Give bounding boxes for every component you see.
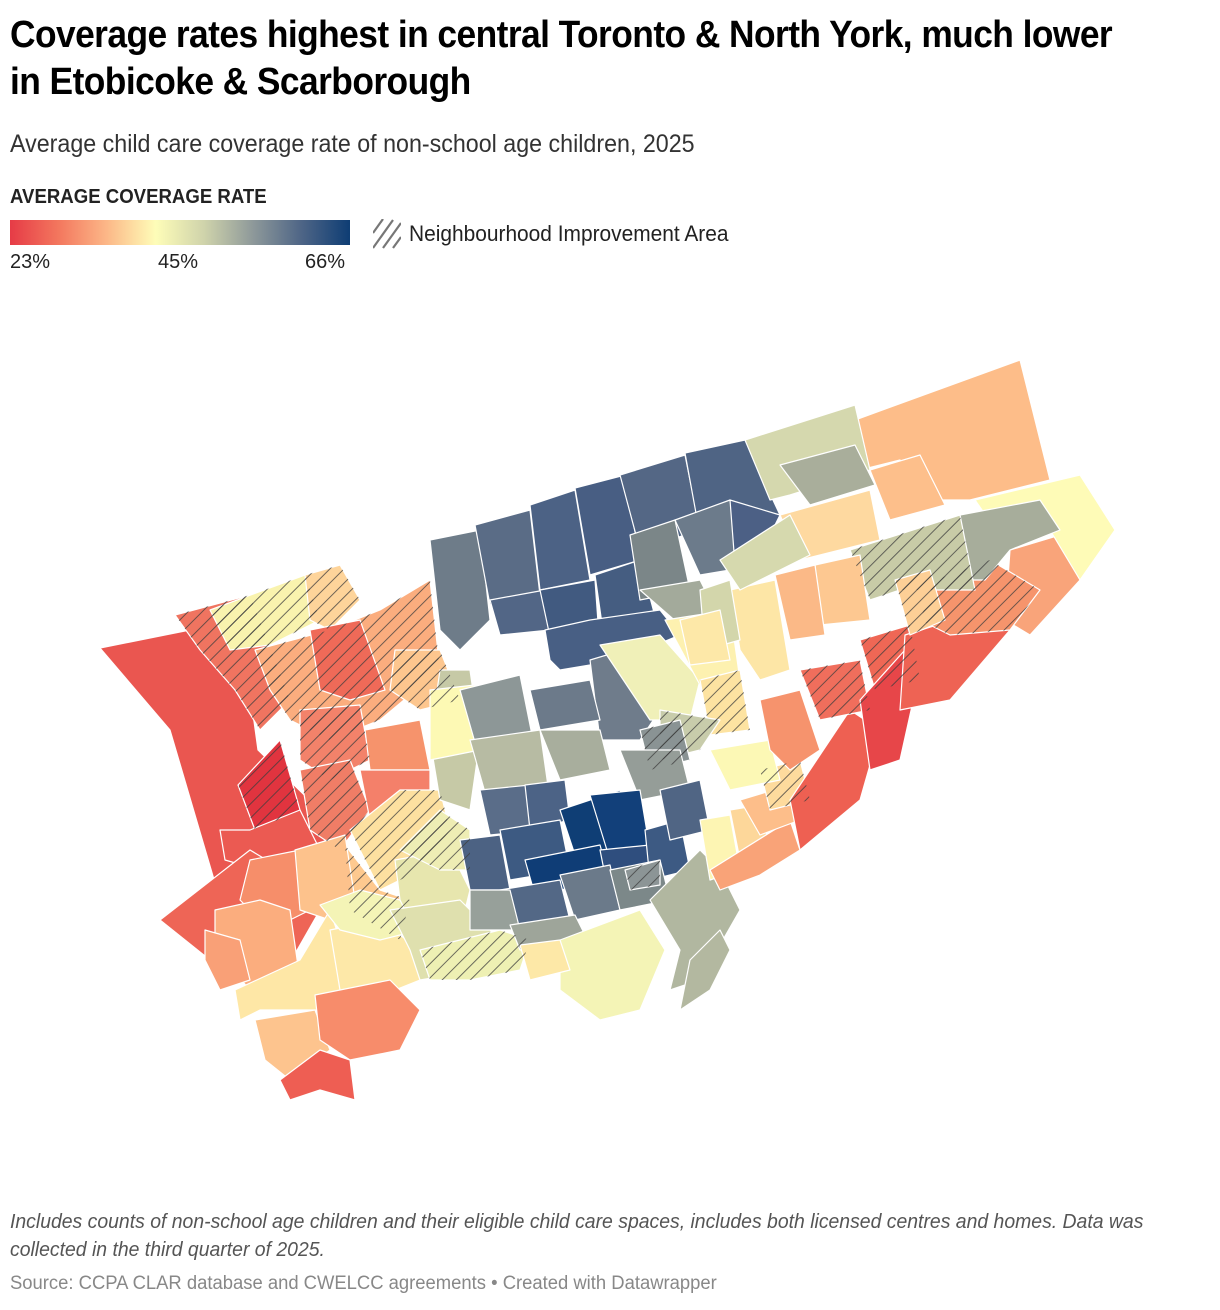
nia-hatch xyxy=(300,705,370,780)
nia-hatch xyxy=(420,930,530,980)
nia-hatch xyxy=(860,625,920,690)
nia-hatch xyxy=(210,575,320,650)
nia-hatch xyxy=(305,565,360,630)
neighbourhood-region[interactable]: Bathurst Manor: ~58% xyxy=(429,529,491,651)
neighbourhood-regions: Etobicoke West (Rexdale): ~28%Etobicoke … xyxy=(99,359,1116,1101)
nia-hatch xyxy=(895,570,945,635)
diagonal-hatch-icon xyxy=(373,219,401,249)
neighbourhood-region[interactable]: Steeles: ~54% xyxy=(779,444,876,506)
neighbourhood-region[interactable]: L'Amoreaux: ~48% xyxy=(719,514,811,591)
chart-title: Coverage rates highest in central Toront… xyxy=(10,14,1113,103)
neighbourhood-region[interactable]: Dorset Park: ~37% xyxy=(774,564,826,641)
nia-hatch xyxy=(350,790,450,890)
nia-legend: Neighbourhood Improvement Area xyxy=(373,219,745,249)
chart-subtitle: Average child care coverage rate of non-… xyxy=(10,130,695,158)
neighbourhood-region[interactable]: Pleasant View: ~42% xyxy=(679,609,731,666)
nia-hatch xyxy=(300,760,370,850)
scale-tick-mid: 45% xyxy=(158,251,199,273)
neighbourhood-region[interactable]: Lawrence Park North: ~59% xyxy=(529,679,601,731)
nia-hatch xyxy=(345,845,410,940)
scale-tick-min: 23% xyxy=(10,251,51,273)
chart-notes: Includes counts of non-school age childr… xyxy=(10,1211,1144,1261)
neighbourhood-region[interactable]: Hillcrest: ~56% xyxy=(539,729,611,781)
neighbourhood-region[interactable]: Fort York-Liberty: ~45% xyxy=(559,909,666,1021)
nia-hatch xyxy=(625,860,660,890)
nia-hatch xyxy=(400,810,470,870)
nia-hatch xyxy=(390,650,460,710)
neighbourhood-region[interactable]: Clairlea: ~33% xyxy=(759,689,821,771)
neighbourhood-region[interactable]: Westminster-Branson: ~62% xyxy=(529,489,591,591)
neighbourhood-region[interactable]: Markland Wood: ~33% xyxy=(204,929,251,991)
neighbourhood-region[interactable]: Downsview west: ~33% xyxy=(364,719,431,771)
nia-hatch xyxy=(800,660,870,720)
neighbourhood-region[interactable]: Toronto Islands: ~53% xyxy=(679,929,731,1011)
neighbourhood-region[interactable]: New Toronto: ~33% xyxy=(314,979,421,1061)
scale-tick-max: 66% xyxy=(305,251,346,273)
nia-hatch xyxy=(760,760,810,810)
nia-hatch-overlays xyxy=(175,515,1040,980)
chart-source: Source: CCPA CLAR database and CWELCC ag… xyxy=(10,1273,717,1294)
nia-hatch xyxy=(255,580,440,740)
legend-heading: AVERAGE COVERAGE RATE xyxy=(10,186,267,208)
nia-hatch xyxy=(640,720,690,770)
neighbourhood-region[interactable]: Exhibition: ~43% xyxy=(519,939,571,981)
neighbourhood-region[interactable]: Long Branch: ~29% xyxy=(279,1049,356,1101)
nia-hatch xyxy=(238,740,300,830)
nia-legend-label: Neighbourhood Improvement Area xyxy=(409,221,729,246)
toronto-choropleth-map: Etobicoke West (Rexdale): ~28%Etobicoke … xyxy=(99,359,1116,1101)
nia-hatch xyxy=(850,515,975,600)
color-scale-gradient xyxy=(10,220,350,245)
neighbourhood-region[interactable]: Agincourt North: ~38% xyxy=(869,454,946,521)
